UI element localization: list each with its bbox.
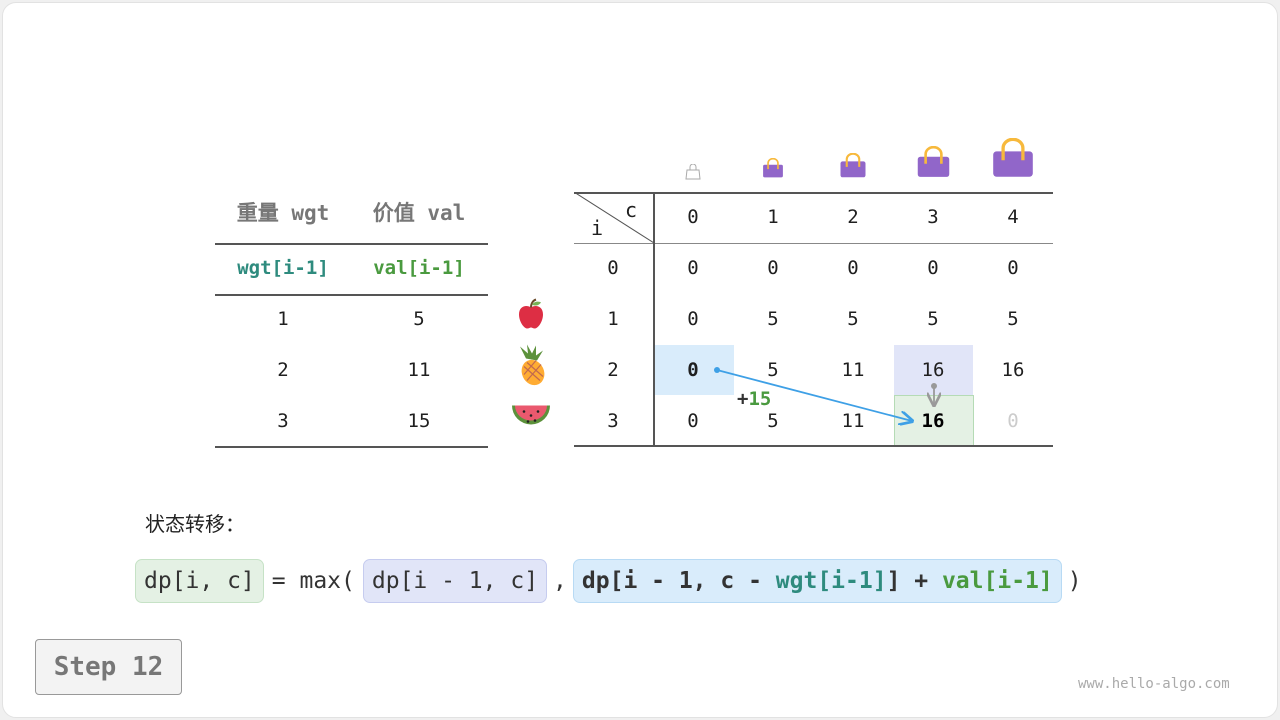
row-header: 1 bbox=[607, 308, 619, 330]
bag-icon-0 bbox=[685, 163, 701, 184]
row-header: 3 bbox=[607, 410, 619, 432]
apple-icon bbox=[516, 298, 546, 336]
divider bbox=[215, 294, 488, 296]
corner-row-label: i bbox=[590, 216, 604, 240]
corner-col-label: c bbox=[624, 198, 638, 222]
dp-cell: 0 bbox=[1007, 257, 1019, 279]
divider bbox=[215, 243, 488, 245]
highlight-source-cell bbox=[654, 345, 734, 395]
col-header: 0 bbox=[687, 206, 699, 228]
items-cell: 15 bbox=[407, 410, 431, 432]
dp-cell: 5 bbox=[767, 308, 779, 330]
watermark: www.hello-algo.com bbox=[1078, 676, 1230, 692]
dp-cell: 0 bbox=[767, 257, 779, 279]
formula-val: val[i-1] bbox=[941, 568, 1053, 594]
col-header: 3 bbox=[927, 206, 939, 228]
divider bbox=[574, 243, 1053, 244]
formula-option2-part: ] + bbox=[886, 568, 942, 594]
formula-option2-part: dp[i - 1, c - bbox=[581, 568, 776, 594]
formula-option1: dp[i - 1, c] bbox=[362, 559, 548, 603]
plus-sign: + bbox=[737, 388, 749, 410]
items-subheader: wgt[i-1] bbox=[237, 257, 329, 279]
dp-cell: 0 bbox=[1007, 410, 1019, 432]
plus-value: 15 bbox=[748, 388, 772, 410]
row-header: 2 bbox=[607, 359, 619, 381]
dp-cell: 11 bbox=[841, 359, 865, 381]
pineapple-icon bbox=[514, 344, 548, 392]
plus-annotation: +15 bbox=[737, 388, 771, 410]
items-cell: 11 bbox=[407, 359, 431, 381]
dp-cell: 0 bbox=[687, 257, 699, 279]
bag-icon-1 bbox=[762, 157, 784, 182]
items-header: 价值 val bbox=[372, 201, 466, 225]
dp-cell: 16 bbox=[921, 410, 945, 432]
col-header: 4 bbox=[1007, 206, 1019, 228]
formula-lhs: dp[i, c] bbox=[135, 559, 264, 603]
divider bbox=[653, 192, 655, 446]
items-cell: 5 bbox=[413, 308, 425, 330]
dp-cell: 5 bbox=[1007, 308, 1019, 330]
dp-cell: 16 bbox=[921, 359, 945, 381]
bag-icon-2 bbox=[839, 152, 867, 182]
watermelon-icon bbox=[510, 402, 552, 437]
divider bbox=[574, 445, 1053, 447]
items-cell: 2 bbox=[277, 359, 289, 381]
dp-cell: 0 bbox=[847, 257, 859, 279]
dp-cell: 11 bbox=[841, 410, 865, 432]
dp-cell: 5 bbox=[767, 410, 779, 432]
dp-cell: 0 bbox=[687, 308, 699, 330]
col-header: 1 bbox=[767, 206, 779, 228]
dp-cell: 16 bbox=[1001, 359, 1025, 381]
dp-cell: 0 bbox=[927, 257, 939, 279]
divider bbox=[574, 192, 1053, 194]
formula-wgt: wgt[i-1] bbox=[775, 568, 887, 594]
formula-close: ) bbox=[1067, 568, 1082, 594]
bag-icon-4 bbox=[991, 137, 1035, 182]
transition-formula: dp[i, c] = max( dp[i - 1, c] , dp[i - 1,… bbox=[135, 559, 1082, 603]
items-subheader: val[i-1] bbox=[373, 257, 465, 279]
col-header: 2 bbox=[847, 206, 859, 228]
transition-label: 状态转移： bbox=[145, 512, 245, 536]
bag-icon-3 bbox=[916, 145, 951, 182]
divider bbox=[215, 446, 488, 448]
dp-cell: 0 bbox=[687, 410, 699, 432]
dp-cell: 5 bbox=[767, 359, 779, 381]
dp-cell: 5 bbox=[927, 308, 939, 330]
row-header: 0 bbox=[607, 257, 619, 279]
formula-eq: = max( bbox=[271, 568, 355, 594]
corner-diagonal bbox=[573, 191, 655, 248]
formula-comma: , bbox=[553, 568, 567, 594]
items-header: 重量 wgt bbox=[236, 201, 330, 225]
dp-cell: 5 bbox=[847, 308, 859, 330]
items-cell: 1 bbox=[277, 308, 289, 330]
formula-option2: dp[i - 1, c - wgt[i-1] ] + val[i-1] bbox=[572, 559, 1062, 603]
dp-cell: 0 bbox=[687, 359, 699, 381]
items-cell: 3 bbox=[277, 410, 289, 432]
step-button[interactable]: Step 12 bbox=[35, 639, 182, 695]
